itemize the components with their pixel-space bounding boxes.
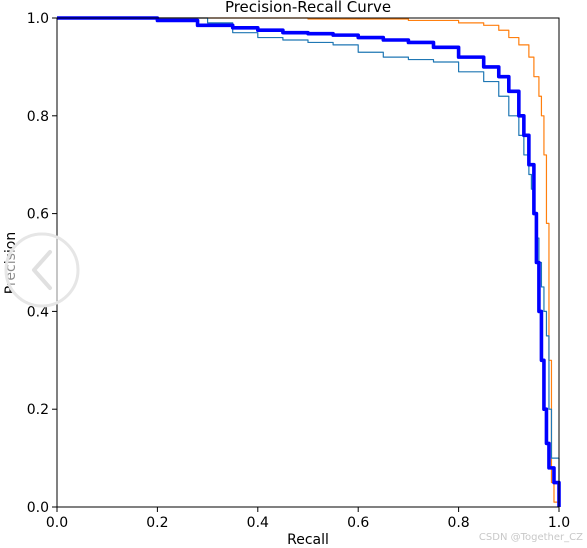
y-tick-label: 1.0 [27,11,49,27]
x-tick-label: 0.2 [146,515,168,531]
x-tick-label: 0.8 [447,515,469,531]
y-tick-label: 0.4 [27,304,49,320]
x-tick-label: 1.0 [548,515,570,531]
series-line-2 [57,16,561,507]
x-tick-label: 0.6 [347,515,369,531]
x-tick-label: 0.4 [247,515,269,531]
y-tick-label: 0.8 [27,109,49,125]
series-line-1 [57,17,560,507]
chart-title: Precision-Recall Curve [225,0,391,16]
y-tick-label: 0.2 [27,402,49,418]
y-tick-label: 0.0 [27,500,49,516]
plot-frame [56,17,560,508]
back-arrow-icon[interactable] [4,232,80,308]
watermark: CSDN @Together_CZ [479,532,583,543]
y-axis-ticks: 0.0 0.2 0.4 0.6 0.8 1.0 [27,11,57,516]
x-tick-label: 0.0 [46,515,68,531]
plot-area [57,16,561,507]
x-axis-ticks: 0.0 0.2 0.4 0.6 0.8 1.0 [46,507,570,531]
series-line-0 [57,17,560,507]
x-axis-label: Recall [287,532,329,548]
y-tick-label: 0.6 [27,207,49,223]
